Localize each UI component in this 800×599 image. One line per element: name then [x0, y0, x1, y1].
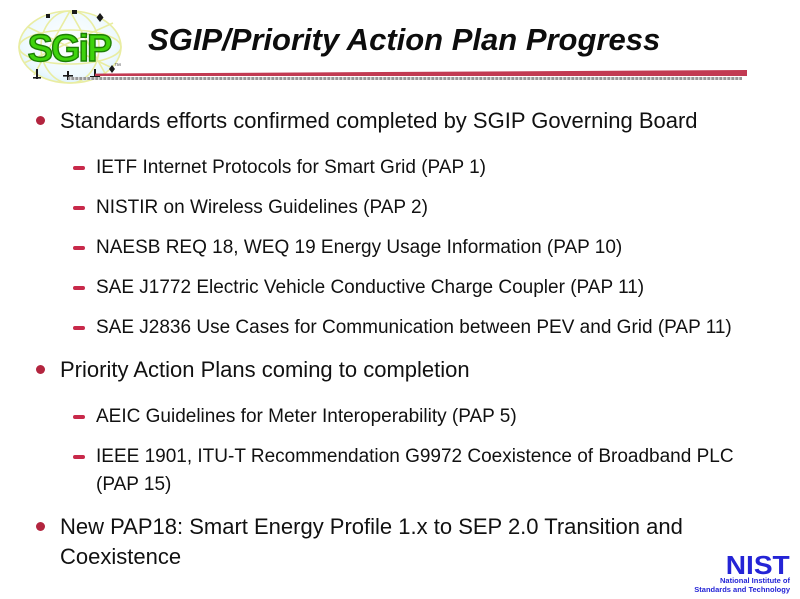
divider-line [95, 70, 747, 76]
sub-bullet-text: SAE J1772 Electric Vehicle Conductive Ch… [96, 277, 645, 298]
bullet-text: New PAP18: Smart Energy Profile 1.x to S… [60, 514, 683, 569]
sgip-tm: ™ [114, 63, 121, 70]
globe-mesh [18, 10, 122, 84]
sub-bullet-list: IETF Internet Protocols for Smart Grid (… [36, 154, 784, 342]
nist-logo: NIST National Institute of Standards and… [694, 552, 790, 594]
sub-bullet-item: SAE J1772 Electric Vehicle Conductive Ch… [36, 274, 784, 302]
bullet-item: Priority Action Plans coming to completi… [36, 355, 784, 385]
dash-marker-icon [73, 415, 85, 419]
globe-node-icons [33, 10, 115, 80]
dash-marker-icon [73, 166, 85, 170]
nist-tagline-2: Standards and Technology [694, 584, 790, 594]
sub-bullet-text: AEIC Guidelines for Meter Interoperabili… [96, 406, 517, 427]
dash-marker-icon [73, 455, 85, 459]
sub-bullet-item: IETF Internet Protocols for Smart Grid (… [36, 154, 784, 182]
sub-bullet-item: IEEE 1901, ITU-T Recommendation G9972 Co… [36, 443, 784, 499]
sub-bullet-item: SAE J2836 Use Cases for Communication be… [36, 314, 784, 342]
bullet-item: Standards efforts confirmed completed by… [36, 106, 784, 136]
bullet-dot-icon [36, 116, 45, 125]
bullet-text: Priority Action Plans coming to completi… [60, 357, 470, 382]
bullet-dot-icon [36, 522, 45, 531]
slide-body: Standards efforts confirmed completed by… [36, 106, 784, 572]
divider-line-shadow [68, 77, 742, 80]
sub-bullet-text: NAESB REQ 18, WEQ 19 Energy Usage Inform… [96, 237, 623, 258]
sub-bullet-text: NISTIR on Wireless Guidelines (PAP 2) [96, 197, 428, 218]
sub-bullet-list: AEIC Guidelines for Meter Interoperabili… [36, 403, 784, 499]
sub-bullet-item: AEIC Guidelines for Meter Interoperabili… [36, 403, 784, 431]
bullet-text: Standards efforts confirmed completed by… [60, 108, 698, 133]
bullet-item: New PAP18: Smart Energy Profile 1.x to S… [36, 512, 784, 572]
dash-marker-icon [73, 326, 85, 330]
sub-bullet-text: IEEE 1901, ITU-T Recommendation G9972 Co… [96, 446, 734, 495]
dash-marker-icon [73, 286, 85, 290]
nist-tagline-1: National Institute of [720, 576, 790, 585]
nist-wordmark: NIST [726, 550, 790, 580]
page-title: SGIP/Priority Action Plan Progress [148, 22, 661, 57]
bullet-dot-icon [36, 365, 45, 374]
sub-bullet-item: NISTIR on Wireless Guidelines (PAP 2) [36, 194, 784, 222]
sub-bullet-item: NAESB REQ 18, WEQ 19 Energy Usage Inform… [36, 234, 784, 262]
sgip-logo: SGiP ™ [18, 10, 122, 84]
dash-marker-icon [73, 246, 85, 250]
dash-marker-icon [73, 206, 85, 210]
sub-bullet-text: IETF Internet Protocols for Smart Grid (… [96, 157, 486, 178]
sub-bullet-text: SAE J2836 Use Cases for Communication be… [96, 317, 732, 338]
sgip-wordmark: SGiP [28, 28, 112, 70]
